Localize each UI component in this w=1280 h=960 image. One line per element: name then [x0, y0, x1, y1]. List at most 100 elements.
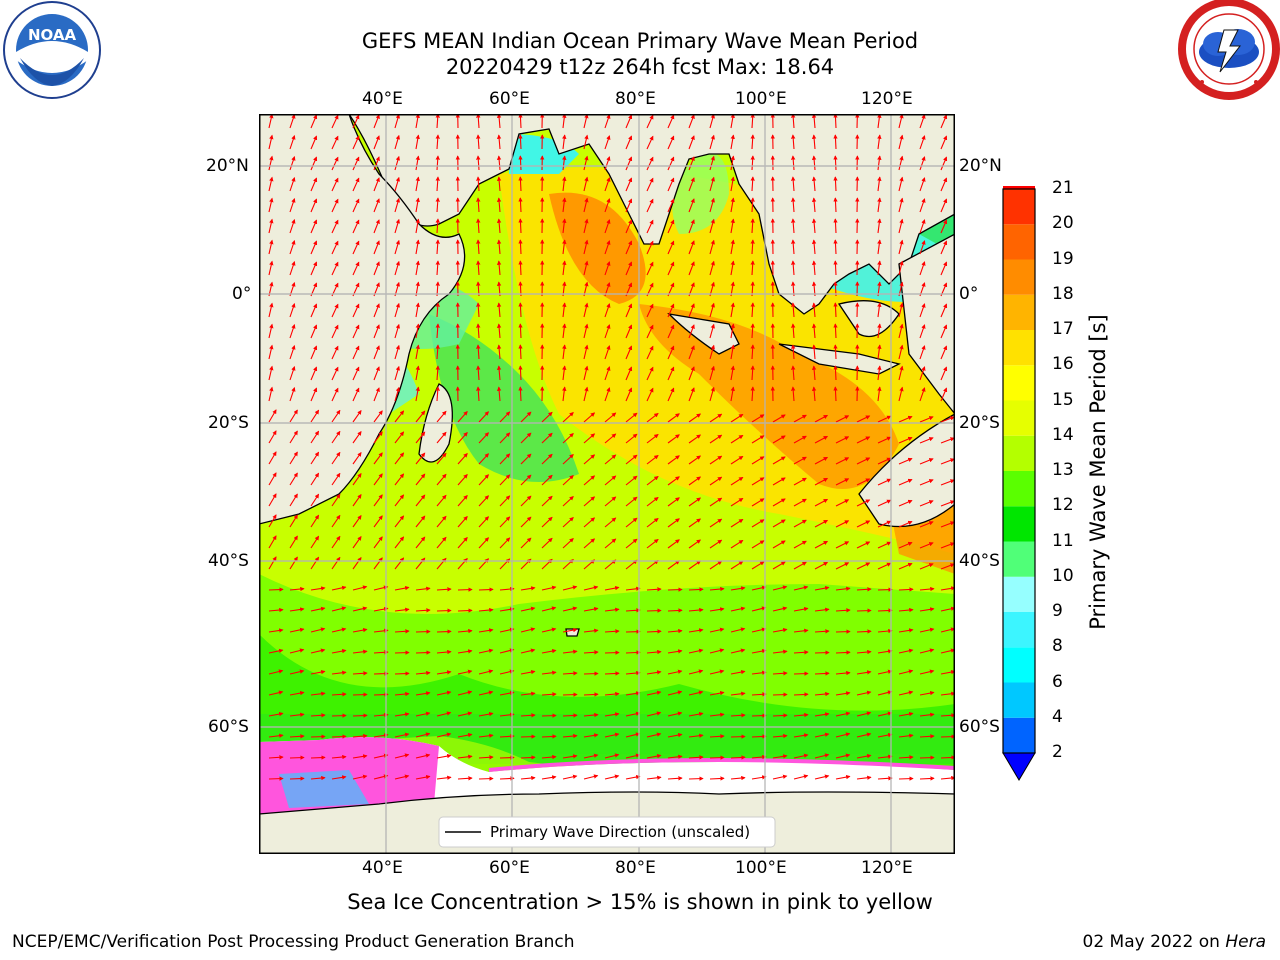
- wave-arrow: [310, 114, 318, 129]
- wave-arrow: [811, 365, 817, 381]
- wave-arrow: [268, 302, 274, 318]
- wave-arrow: [583, 454, 596, 465]
- wave-arrow: [352, 366, 360, 381]
- wave-arrow: [919, 669, 935, 675]
- wave-arrow: [352, 324, 360, 339]
- wave-arrow: [940, 500, 955, 507]
- wave-arrow: [877, 608, 893, 613]
- wave-arrow: [310, 691, 326, 696]
- wave-arrow: [898, 197, 904, 213]
- wave-arrow: [478, 669, 494, 675]
- wave-arrow: [751, 585, 767, 591]
- wave-arrow: [352, 177, 360, 192]
- wave-arrow: [898, 176, 904, 192]
- wave-arrow: [310, 755, 326, 760]
- wave-arrow: [709, 176, 715, 192]
- wave-arrow: [499, 537, 511, 549]
- wave-arrow: [415, 515, 426, 528]
- wave-arrow: [331, 345, 339, 360]
- wave-arrow: [667, 455, 680, 465]
- wave-arrow: [919, 219, 926, 234]
- wave-arrow: [730, 386, 735, 402]
- wave-arrow: [814, 607, 830, 612]
- wave-arrow: [835, 586, 851, 591]
- wave-arrow: [940, 458, 955, 465]
- wave-arrow: [856, 711, 872, 717]
- colorbar-tick-label: 11: [1052, 530, 1074, 551]
- footer-branch: NCEP/EMC/Verification Post Processing Pr…: [12, 932, 575, 952]
- wave-arrow: [394, 344, 400, 360]
- wave-arrow: [940, 387, 948, 402]
- wave-arrow: [750, 323, 755, 339]
- wave-arrow: [541, 453, 553, 465]
- wave-arrow: [520, 516, 532, 528]
- wave-arrow: [562, 239, 567, 255]
- wave-arrow: [476, 239, 481, 255]
- wave-arrow: [352, 219, 360, 234]
- wave-arrow: [562, 344, 567, 360]
- wave-arrow: [898, 562, 913, 570]
- wave-arrow: [625, 387, 633, 402]
- wave-arrow: [625, 608, 641, 613]
- wave-arrow: [667, 539, 680, 549]
- sea-ice-caption: Sea Ice Concentration > 15% is shown in …: [347, 890, 933, 914]
- wave-arrow: [940, 114, 948, 129]
- wave-arrow: [499, 474, 511, 486]
- wave-arrow: [898, 365, 904, 381]
- wave-arrow: [646, 538, 659, 549]
- wave-arrow: [604, 366, 611, 381]
- wave-arrow: [688, 324, 695, 339]
- wave-arrow: [583, 733, 599, 738]
- wave-arrow: [268, 451, 277, 465]
- wave-arrow: [373, 387, 380, 402]
- wave-arrow: [646, 324, 654, 339]
- wave-arrow: [310, 240, 318, 255]
- wave-arrow: [268, 260, 274, 276]
- wave-arrow: [478, 495, 489, 507]
- wave-arrow: [604, 650, 620, 655]
- wave-arrow: [310, 713, 326, 718]
- lon-tick-bottom-40e: 40°E: [362, 858, 403, 878]
- wave-arrow: [730, 134, 735, 150]
- colorbar-segment: [1003, 506, 1035, 542]
- footer-machine: Hera: [1225, 932, 1266, 952]
- wave-arrow: [331, 387, 339, 402]
- wave-arrow: [919, 586, 935, 592]
- wave-arrow: [919, 345, 926, 360]
- colorbar-tick-label: 6: [1052, 671, 1063, 692]
- wave-arrow: [415, 586, 431, 591]
- wave-arrow: [688, 476, 701, 486]
- wave-arrow: [499, 495, 511, 507]
- wave-arrow: [856, 732, 872, 738]
- wave-arrow: [310, 669, 326, 675]
- wave-arrow: [835, 732, 851, 738]
- wave-arrow: [625, 433, 638, 444]
- wave-arrow: [688, 455, 701, 465]
- wave-arrow: [373, 366, 380, 381]
- wave-arrow: [604, 433, 617, 444]
- wave-arrow: [833, 155, 838, 171]
- wave-arrow: [667, 114, 675, 129]
- wave-arrow: [520, 775, 536, 781]
- wave-arrow: [814, 585, 830, 591]
- wave-arrow: [856, 608, 872, 613]
- wave-arrow: [772, 435, 786, 444]
- wave-arrow: [772, 649, 788, 654]
- wave-arrow: [604, 198, 611, 213]
- wave-arrow: [310, 493, 320, 507]
- wave-arrow: [520, 606, 536, 612]
- wave-arrow: [667, 387, 675, 402]
- wave-arrow: [415, 753, 431, 759]
- wave-arrow: [331, 493, 341, 507]
- wave-arrow: [877, 260, 882, 276]
- wave-arrow: [730, 176, 735, 192]
- wave-arrow: [518, 365, 523, 381]
- wave-arrow: [520, 669, 536, 675]
- wave-arrow: [604, 156, 611, 171]
- wave-arrow: [688, 648, 704, 654]
- wave-arrow: [394, 691, 410, 697]
- wave-arrow: [898, 323, 904, 339]
- wave-arrow: [877, 457, 892, 465]
- wave-arrow: [835, 520, 850, 528]
- wave-arrow: [688, 776, 704, 781]
